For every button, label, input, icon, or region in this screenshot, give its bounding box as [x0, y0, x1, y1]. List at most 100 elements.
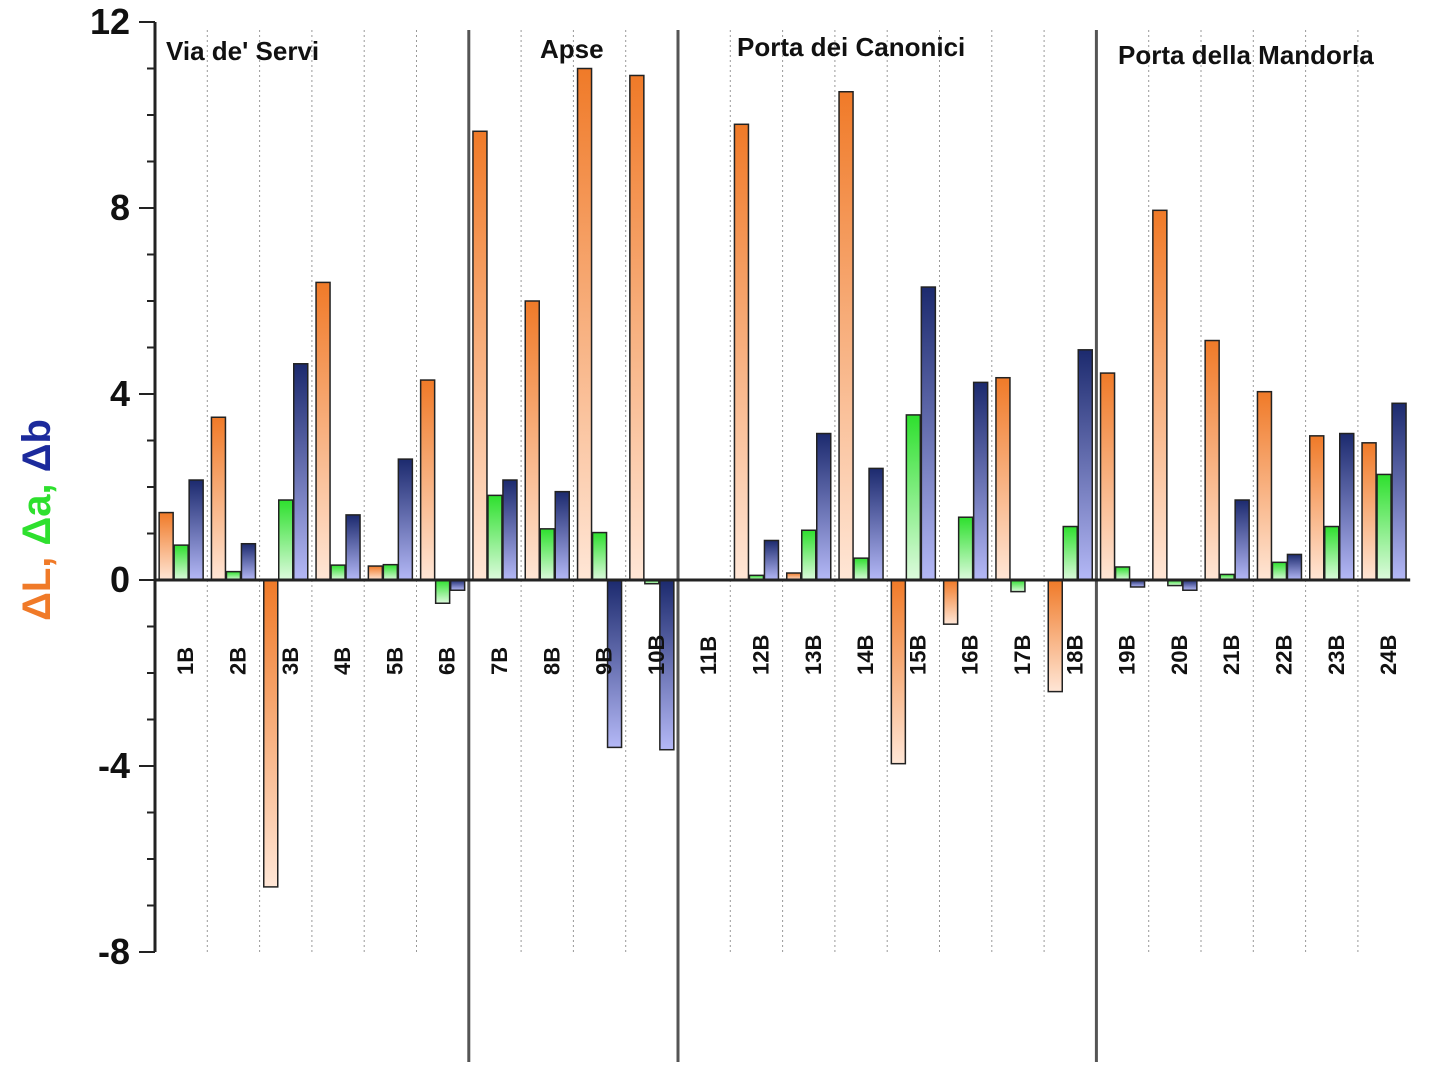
x-tick-label: 1B — [173, 647, 198, 675]
x-tick-label: 2B — [225, 647, 250, 675]
bar-a-15B — [905, 414, 922, 581]
y-axis-label-part: Δb — [15, 419, 59, 472]
x-tick-label: 4B — [330, 647, 355, 675]
bar-b-14B — [868, 467, 884, 581]
bar-a-19B — [1114, 566, 1131, 581]
x-tick-label: 17B — [1010, 635, 1035, 675]
x-tick-label: 6B — [435, 647, 460, 675]
bar-a-8B — [539, 528, 555, 581]
x-tick-label: 16B — [958, 635, 983, 675]
bar-b-16B — [972, 381, 989, 581]
x-tick-label: 3B — [278, 647, 303, 675]
bar-L-23B — [1309, 435, 1325, 581]
bar-L-12B — [733, 123, 750, 581]
bar-a-13B — [801, 529, 817, 581]
bar-L-17B — [995, 376, 1011, 581]
x-tick-label: 12B — [748, 635, 773, 675]
bar-L-3B — [263, 579, 279, 888]
bar-b-6B — [449, 579, 466, 591]
group-label: Porta dei Canonici — [737, 32, 965, 62]
y-axis-label: ΔL, Δa, Δb — [15, 419, 59, 621]
y-axis-label-part: Δa — [15, 494, 59, 546]
bar-L-1B — [158, 511, 174, 581]
bar-b-7B — [502, 479, 518, 581]
y-tick-label: -8 — [98, 931, 130, 972]
x-tick-label: 9B — [592, 647, 617, 675]
bar-b-21B — [1234, 499, 1250, 581]
bar-L-15B — [890, 579, 907, 765]
x-tick-label: 10B — [644, 635, 669, 675]
bar-L-9B — [576, 67, 593, 581]
y-tick-label: 8 — [110, 187, 130, 228]
bar-L-8B — [524, 300, 540, 581]
bar-a-18B — [1062, 525, 1078, 581]
y-tick-label: 12 — [90, 1, 130, 42]
x-tick-label: 7B — [487, 647, 512, 675]
x-tick-label: 22B — [1271, 635, 1296, 675]
y-axis-label-part: , — [15, 546, 59, 568]
bar-L-4B — [315, 281, 331, 581]
bar-L-2B — [210, 416, 227, 581]
bar-L-18B — [1047, 579, 1063, 693]
bar-L-16B — [942, 579, 959, 625]
bar-b-20B — [1182, 579, 1198, 591]
bar-a-24B — [1376, 473, 1392, 581]
axis-layer — [139, 21, 1411, 953]
bar-L-6B — [419, 379, 436, 581]
bar-a-4B — [330, 564, 346, 581]
bar-b-15B — [920, 286, 937, 581]
bar-a-3B — [278, 499, 294, 581]
labels-layer: 12 8 4 0 -4 -8 1B 2B 3B 4B 5B 6B 7B 8B 9B 10B 11B 12B 13B 1… — [90, 1, 1401, 972]
bar-b-13B — [816, 432, 832, 581]
bar-L-24B — [1361, 442, 1377, 581]
group-label: Apse — [540, 34, 604, 64]
x-tick-label: 18B — [1062, 635, 1087, 675]
grid-layer — [206, 30, 1359, 1062]
bar-L-7B — [472, 130, 488, 581]
y-tick-label: 4 — [110, 373, 130, 414]
bar-b-23B — [1339, 432, 1355, 581]
x-tick-label: 13B — [801, 635, 826, 675]
x-tick-label: 14B — [853, 635, 878, 675]
bar-a-6B — [434, 579, 451, 604]
bar-L-19B — [1099, 372, 1116, 581]
bar-L-20B — [1152, 209, 1168, 581]
bar-a-14B — [853, 557, 869, 581]
x-tick-label: 21B — [1219, 635, 1244, 675]
bar-a-5B — [382, 563, 399, 581]
y-tick-label: 0 — [110, 559, 130, 600]
x-tick-label: 23B — [1324, 635, 1349, 675]
bar-b-18B — [1077, 349, 1093, 581]
x-tick-label: 11B — [696, 636, 721, 675]
bar-b-12B — [763, 539, 780, 581]
x-tick-label: 24B — [1376, 635, 1401, 675]
x-tick-label: 19B — [1115, 635, 1140, 675]
bar-L-10B — [629, 74, 645, 581]
bar-b-3B — [293, 363, 309, 581]
bar-b-5B — [397, 458, 414, 581]
bar-b-8B — [554, 490, 570, 581]
bar-a-16B — [957, 516, 974, 581]
bar-a-1B — [173, 544, 189, 581]
bar-a-23B — [1324, 525, 1340, 581]
bar-b-2B — [240, 542, 257, 581]
bar-L-5B — [367, 565, 384, 581]
x-tick-label: 8B — [539, 647, 564, 675]
bar-a-17B — [1010, 579, 1026, 593]
group-label: Porta della Mandorla — [1118, 40, 1374, 70]
x-tick-label: 15B — [905, 635, 930, 675]
bar-b-24B — [1391, 402, 1407, 581]
y-axis-label-part: ΔL — [15, 568, 59, 621]
x-tick-label: 5B — [382, 647, 407, 675]
bar-b-4B — [345, 514, 361, 581]
bar-a-7B — [487, 494, 503, 581]
bar-L-21B — [1204, 339, 1220, 581]
y-tick-label: -4 — [98, 745, 130, 786]
group-label: Via de' Servi — [166, 36, 319, 66]
bar-a-22B — [1271, 561, 1288, 581]
y-axis-label-part: , — [15, 472, 59, 494]
bar-a-9B — [591, 531, 608, 581]
bar-L-14B — [838, 91, 854, 581]
bar-b-1B — [188, 479, 204, 581]
